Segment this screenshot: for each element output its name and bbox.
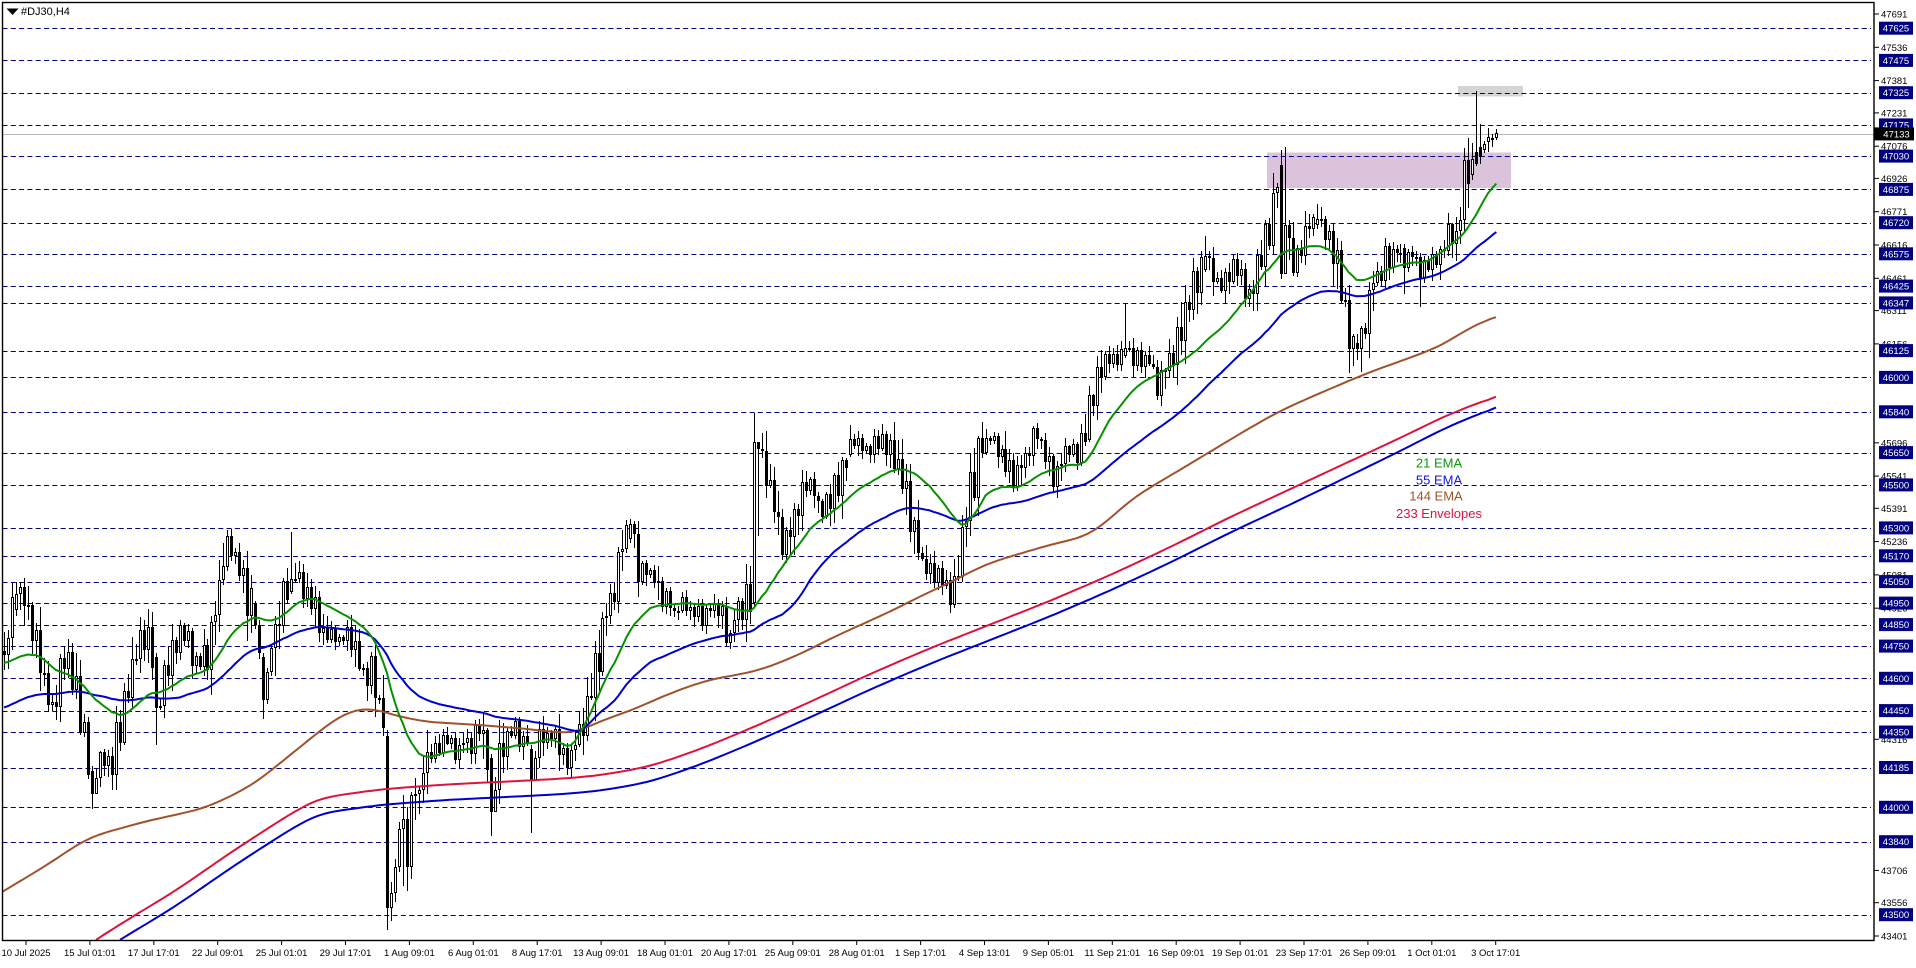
- svg-text:47536: 47536: [1881, 43, 1907, 54]
- svg-text:16 Sep 09:01: 16 Sep 09:01: [1148, 948, 1205, 959]
- svg-text:44316: 44316: [1881, 735, 1907, 746]
- svg-text:6 Aug 01:01: 6 Aug 01:01: [448, 948, 499, 959]
- svg-text:144 EMA: 144 EMA: [1409, 489, 1463, 504]
- svg-text:15 Jul 01:01: 15 Jul 01:01: [64, 948, 116, 959]
- svg-text:47475: 47475: [1883, 56, 1909, 67]
- svg-text:44350: 44350: [1883, 728, 1909, 739]
- svg-text:47325: 47325: [1883, 88, 1909, 99]
- svg-text:47175: 47175: [1883, 120, 1909, 131]
- svg-text:44000: 44000: [1883, 803, 1909, 814]
- svg-text:47076: 47076: [1881, 142, 1907, 153]
- svg-text:45170: 45170: [1883, 551, 1909, 562]
- svg-text:46347: 46347: [1883, 298, 1909, 309]
- svg-text:44950: 44950: [1883, 599, 1909, 610]
- svg-text:45391: 45391: [1881, 504, 1907, 515]
- svg-text:3 Oct 17:01: 3 Oct 17:01: [1471, 948, 1520, 959]
- svg-text:28 Aug 01:01: 28 Aug 01:01: [829, 948, 885, 959]
- svg-text:47381: 47381: [1881, 76, 1907, 87]
- svg-text:9 Sep 05:01: 9 Sep 05:01: [1023, 948, 1074, 959]
- svg-text:1 Oct 01:01: 1 Oct 01:01: [1407, 948, 1456, 959]
- svg-text:21 EMA: 21 EMA: [1416, 456, 1463, 471]
- svg-text:44600: 44600: [1883, 674, 1909, 685]
- svg-text:46425: 46425: [1883, 282, 1909, 293]
- svg-text:11 Sep 21:01: 11 Sep 21:01: [1084, 948, 1140, 959]
- svg-text:46000: 46000: [1883, 373, 1909, 384]
- svg-text:45500: 45500: [1883, 480, 1909, 491]
- svg-text:43401: 43401: [1881, 932, 1907, 943]
- svg-text:4 Sep 13:01: 4 Sep 13:01: [959, 948, 1010, 959]
- svg-text:46720: 46720: [1883, 218, 1909, 229]
- svg-text:45696: 45696: [1881, 438, 1907, 449]
- svg-text:45840: 45840: [1883, 407, 1909, 418]
- svg-text:45236: 45236: [1881, 537, 1907, 548]
- svg-text:47625: 47625: [1883, 24, 1909, 35]
- svg-text:55 EMA: 55 EMA: [1416, 473, 1463, 488]
- svg-text:1 Sep 17:01: 1 Sep 17:01: [895, 948, 946, 959]
- svg-text:1 Aug 09:01: 1 Aug 09:01: [384, 948, 435, 959]
- svg-text:44850: 44850: [1883, 620, 1909, 631]
- svg-text:46875: 46875: [1883, 185, 1909, 196]
- svg-text:46926: 46926: [1881, 174, 1907, 185]
- svg-text:19 Sep 01:01: 19 Sep 01:01: [1212, 948, 1269, 959]
- svg-text:46616: 46616: [1881, 241, 1907, 252]
- svg-text:43706: 43706: [1881, 866, 1907, 877]
- svg-text:18 Aug 01:01: 18 Aug 01:01: [637, 948, 693, 959]
- svg-text:47691: 47691: [1881, 10, 1907, 21]
- svg-text:22 Jul 09:01: 22 Jul 09:01: [192, 948, 244, 959]
- svg-text:25 Jul 01:01: 25 Jul 01:01: [256, 948, 308, 959]
- svg-text:43500: 43500: [1883, 910, 1909, 921]
- svg-text:45650: 45650: [1883, 448, 1909, 459]
- svg-text:26 Sep 09:01: 26 Sep 09:01: [1340, 948, 1397, 959]
- svg-text:44450: 44450: [1883, 706, 1909, 717]
- svg-text:233 Envelopes: 233 Envelopes: [1396, 506, 1483, 521]
- svg-text:44185: 44185: [1883, 763, 1909, 774]
- svg-text:45300: 45300: [1883, 523, 1909, 534]
- svg-text:23 Sep 17:01: 23 Sep 17:01: [1276, 948, 1333, 959]
- svg-text:43840: 43840: [1883, 837, 1909, 848]
- svg-text:29 Jul 17:01: 29 Jul 17:01: [320, 948, 372, 959]
- svg-text:13 Aug 09:01: 13 Aug 09:01: [573, 948, 629, 959]
- svg-text:46311: 46311: [1881, 306, 1907, 317]
- svg-text:10 Jul 2025: 10 Jul 2025: [1, 948, 50, 959]
- svg-text:45541: 45541: [1881, 472, 1907, 483]
- svg-text:43556: 43556: [1881, 898, 1907, 909]
- svg-text:46771: 46771: [1881, 207, 1907, 218]
- svg-text:17 Jul 17:01: 17 Jul 17:01: [128, 948, 180, 959]
- svg-text:46461: 46461: [1881, 274, 1907, 285]
- svg-text:47030: 47030: [1883, 152, 1909, 163]
- svg-text:47231: 47231: [1881, 108, 1907, 119]
- svg-text:20 Aug 17:01: 20 Aug 17:01: [701, 948, 757, 959]
- svg-text:44750: 44750: [1883, 642, 1909, 653]
- svg-text:46575: 46575: [1883, 249, 1909, 260]
- svg-text:25 Aug 09:01: 25 Aug 09:01: [765, 948, 821, 959]
- svg-text:47133: 47133: [1883, 129, 1909, 140]
- svg-text:8 Aug 17:01: 8 Aug 17:01: [512, 948, 563, 959]
- svg-text:46125: 46125: [1883, 346, 1909, 357]
- svg-text:45050: 45050: [1883, 577, 1909, 588]
- svg-text:#DJ30,H4: #DJ30,H4: [21, 6, 70, 18]
